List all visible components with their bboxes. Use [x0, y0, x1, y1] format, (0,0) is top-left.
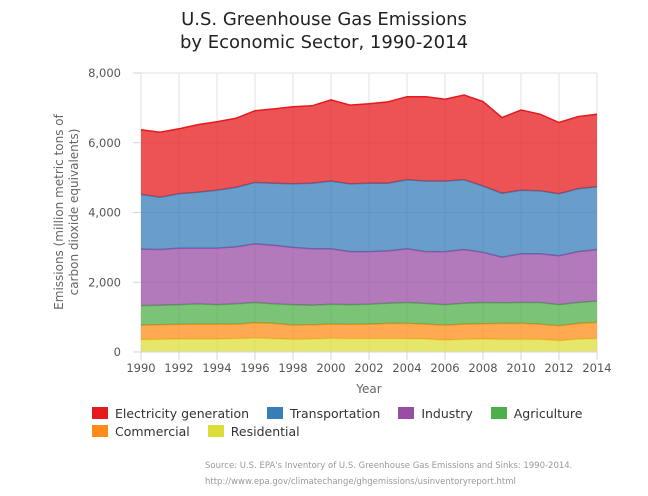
source-text: Source: U.S. EPA's Inventory of U.S. Gre…	[205, 461, 573, 471]
line-electricity-generation	[140, 94, 598, 134]
x-tick-label: 1996	[240, 361, 269, 375]
y-tick-label: 6,000	[88, 136, 121, 150]
legend-label: Industry	[421, 405, 473, 421]
legend-label: Transportation	[290, 405, 381, 421]
area-residential[interactable]	[141, 338, 597, 352]
chart-subtitle: by Economic Sector, 1990-2014	[180, 32, 468, 53]
legend: Electricity generation Transportation Indu…	[92, 404, 612, 440]
area-transportation[interactable]	[141, 179, 597, 258]
x-tick-label: 1990	[126, 361, 155, 375]
source-note: Source: U.S. EPA's Inventory of U.S. Gre…	[205, 458, 572, 490]
legend-swatch	[490, 407, 507, 419]
y-axis-label-line1: Emissions (million metric tons of	[52, 113, 66, 309]
y-axis: 0 2,000 4,000 6,000 8,000	[88, 66, 141, 359]
legend-swatch	[207, 425, 224, 437]
legend-item-electricity-generation[interactable]: Electricity generation	[92, 404, 249, 422]
x-tick-label: 2004	[392, 361, 421, 375]
stacked-area-chart: U.S. Greenhouse Gas Emissions by Economi…	[52, 9, 612, 396]
area-industry[interactable]	[141, 243, 597, 306]
legend-label: Agriculture	[513, 405, 583, 421]
area-agriculture[interactable]	[141, 301, 597, 326]
x-tick-label: 2008	[468, 361, 497, 375]
y-tick-label: 4,000	[88, 206, 121, 220]
y-tick-label: 0	[114, 345, 121, 359]
x-axis: 1990 1992 1994 1996 1998 2000 2002 2004 2006 2008…	[126, 351, 612, 375]
area-commercial[interactable]	[141, 322, 597, 341]
legend-swatch	[92, 407, 108, 419]
legend-item-commercial[interactable]: Commercial	[92, 422, 190, 440]
legend-label: Commercial	[115, 423, 190, 439]
y-tick-label: 8,000	[88, 66, 121, 80]
x-tick-label: 2010	[506, 361, 535, 375]
legend-item-transportation[interactable]: Transportation	[267, 404, 380, 422]
areas	[140, 94, 598, 352]
legend-label: Electricity generation	[115, 405, 250, 421]
x-tick-label: 2000	[316, 361, 345, 375]
legend-item-industry[interactable]: Industry	[398, 404, 473, 422]
x-tick-label: 1992	[164, 361, 193, 375]
legend-swatch	[267, 407, 284, 419]
x-tick-label: 2012	[544, 361, 573, 375]
x-tick-label: 2006	[430, 361, 459, 375]
area-electricity-generation[interactable]	[141, 95, 597, 198]
legend-item-residential[interactable]: Residential	[207, 422, 300, 440]
x-tick-label: 1998	[278, 361, 307, 375]
x-axis-label: Year	[355, 382, 381, 396]
legend-label: Residential	[230, 423, 300, 439]
legend-swatch	[92, 425, 108, 437]
legend-item-agriculture[interactable]: Agriculture	[490, 404, 583, 422]
x-tick-label: 1994	[202, 361, 231, 375]
source-url: http://www.epa.gov/climatechange/ghgemis…	[205, 477, 516, 487]
x-tick-label: 2014	[582, 361, 611, 375]
legend-swatch	[398, 407, 415, 419]
chart-title: U.S. Greenhouse Gas Emissions	[181, 9, 467, 30]
y-axis-label-line2: carbon dioxide equivalents)	[67, 129, 81, 296]
y-tick-label: 2,000	[88, 275, 121, 289]
x-tick-label: 2002	[354, 361, 383, 375]
